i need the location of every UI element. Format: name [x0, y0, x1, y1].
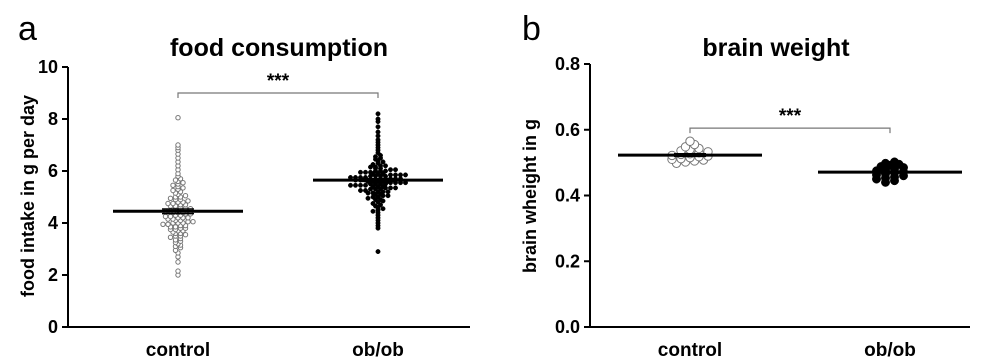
data-point	[165, 221, 171, 228]
data-point	[170, 182, 176, 189]
data-point	[383, 168, 388, 174]
data-point	[182, 193, 189, 199]
data-point	[170, 187, 176, 194]
data-point	[175, 268, 181, 274]
y-tick-label: 4	[48, 213, 58, 233]
data-point	[170, 200, 176, 207]
data-point	[368, 169, 373, 175]
panel-food-consumption: a food consumption food intake in g per …	[18, 10, 470, 360]
data-point	[385, 189, 391, 195]
data-point	[375, 129, 381, 135]
data-point	[165, 200, 171, 207]
data-point	[398, 172, 403, 178]
data-point	[375, 124, 381, 130]
data-point	[393, 172, 398, 178]
y-axis-label-food-intake: food intake in g per day	[18, 95, 38, 297]
data-point	[375, 249, 381, 255]
y-tick-label: 10	[38, 57, 58, 77]
data-point	[185, 215, 191, 221]
data-point	[172, 224, 179, 230]
data-point	[167, 234, 174, 241]
data-point	[358, 182, 363, 188]
y-tick-label: 8	[48, 109, 58, 129]
y-tick-label: 0	[48, 317, 58, 337]
data-point	[160, 221, 166, 228]
y-tick-label: 0.8	[555, 54, 580, 74]
data-point	[881, 158, 890, 168]
y-tick-label: 0.2	[555, 251, 580, 271]
data-point	[370, 208, 376, 214]
data-point	[393, 167, 398, 173]
x-category-label: control	[146, 340, 210, 360]
panel-label-a: a	[18, 10, 37, 48]
x-category-label: ob/ob	[864, 340, 916, 360]
data-point	[373, 154, 378, 160]
significance-bracket	[689, 127, 891, 134]
data-point	[363, 182, 368, 188]
significance-label: ***	[267, 71, 290, 92]
panel-label-b: b	[522, 10, 541, 48]
data-point	[175, 142, 181, 148]
data-point	[375, 111, 381, 117]
y-tick-label: 6	[48, 161, 58, 181]
y-tick-label: 2	[48, 265, 58, 285]
panel-brain-weight: b brain weight brain wheight in g 0.0 0.2…	[520, 10, 970, 360]
data-point	[388, 167, 393, 173]
data-point	[403, 172, 408, 178]
data-point	[190, 219, 196, 225]
axes-food-consumption: 0 2 4 6 8 10 control ob/ob ***	[38, 57, 470, 360]
data-point	[353, 182, 358, 188]
data-point	[380, 159, 386, 165]
data-point	[358, 188, 363, 193]
data-point	[370, 162, 376, 167]
data-point	[348, 182, 353, 188]
data-point	[365, 195, 371, 201]
data-point	[185, 198, 191, 204]
data-point	[175, 259, 181, 265]
y-axis-label-brain-weight: brain wheight in g	[520, 119, 540, 273]
data-point	[180, 180, 186, 186]
data-point	[383, 163, 388, 169]
data-point	[172, 177, 179, 183]
data-point	[685, 136, 695, 146]
data-point	[380, 206, 386, 212]
axes-brain-weight: 0.0 0.2 0.4 0.6 0.8 control ob/ob ***	[555, 54, 970, 360]
chart-title-food-consumption: food consumption	[170, 34, 388, 62]
data-point	[375, 116, 381, 122]
significance-label: ***	[779, 106, 802, 127]
data-point	[162, 213, 169, 220]
data-point	[175, 115, 181, 121]
x-category-label: ob/ob	[352, 340, 404, 360]
data-point	[363, 188, 368, 193]
data-point	[393, 185, 398, 191]
data-point	[370, 190, 376, 196]
y-tick-label: 0.0	[555, 317, 580, 337]
data-point	[388, 172, 393, 178]
data-point	[182, 232, 189, 238]
y-tick-label: 0.4	[555, 186, 580, 206]
data-point	[167, 195, 174, 202]
data-point	[388, 185, 393, 191]
chart-title-brain-weight: brain weight	[702, 34, 850, 62]
data-point	[358, 169, 363, 175]
y-tick-label: 0.6	[555, 120, 580, 140]
significance-bracket	[177, 92, 379, 98]
data-point	[363, 169, 368, 175]
x-category-label: control	[658, 340, 722, 360]
data-point	[180, 185, 186, 191]
data-point	[370, 201, 376, 206]
data-point	[890, 157, 899, 167]
